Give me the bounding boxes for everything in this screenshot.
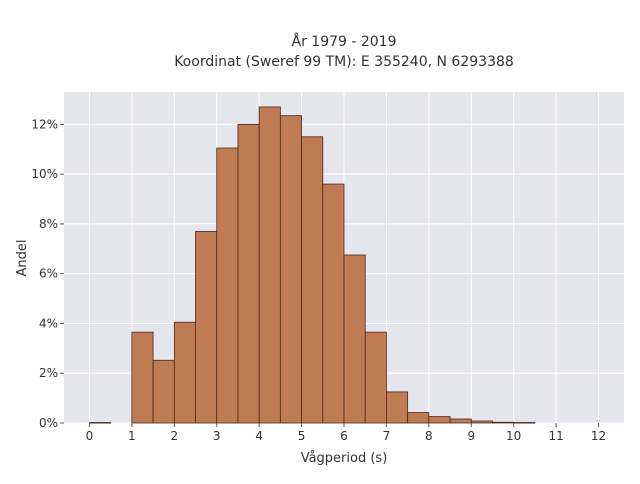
histogram-bar xyxy=(407,412,430,424)
y-tick-label: 4% xyxy=(39,316,58,330)
histogram-bar xyxy=(322,183,345,424)
histogram-bar xyxy=(131,331,154,424)
y-tick-label: 12% xyxy=(31,117,58,131)
histogram-bar xyxy=(492,421,515,424)
x-tick-label: 4 xyxy=(255,429,263,443)
y-tick-label: 8% xyxy=(39,217,58,231)
histogram-bar xyxy=(195,230,218,424)
x-tick-label: 5 xyxy=(298,429,306,443)
x-tick-label: 3 xyxy=(213,429,221,443)
histogram-bar xyxy=(301,136,324,424)
x-axis-label: Vågperiod (s) xyxy=(301,451,388,466)
histogram-bar xyxy=(152,359,175,424)
x-tick-label: 9 xyxy=(467,429,475,443)
histogram-bar xyxy=(279,115,302,424)
x-tick-label: 1 xyxy=(128,429,136,443)
histogram-bar xyxy=(343,254,366,424)
x-tick-label: 12 xyxy=(591,429,606,443)
y-tick-label: 0% xyxy=(39,416,58,430)
y-tick-label: 2% xyxy=(39,366,58,380)
histogram-bar xyxy=(216,147,239,424)
y-axis-label: Andel xyxy=(15,240,30,277)
histogram-bar xyxy=(470,420,493,424)
x-tick-label: 8 xyxy=(425,429,433,443)
histogram-bar xyxy=(449,418,472,424)
histogram-bar xyxy=(89,422,112,424)
x-tick-label: 2 xyxy=(170,429,178,443)
y-tick-label: 10% xyxy=(31,167,58,181)
y-tick-label: 6% xyxy=(39,267,58,281)
histogram-bar xyxy=(386,391,409,424)
x-tick-label: 0 xyxy=(86,429,94,443)
axis-ticks: 0 1 2 3 4 5 6 7 8 9 10 11 120%2%4%6%8%10%12% xyxy=(31,117,606,443)
x-tick-label: 11 xyxy=(548,429,563,443)
bars xyxy=(89,106,536,424)
histogram-bar xyxy=(258,106,281,424)
histogram-bar xyxy=(364,331,387,424)
chart-title-line-1: År 1979 - 2019 xyxy=(292,33,397,50)
histogram-bar xyxy=(237,123,260,424)
x-tick-label: 10 xyxy=(506,429,521,443)
histogram-bar xyxy=(513,422,536,424)
histogram-bar xyxy=(173,321,196,424)
histogram-bar xyxy=(428,416,451,424)
x-tick-label: 7 xyxy=(383,429,391,443)
x-tick-label: 6 xyxy=(340,429,348,443)
chart-title-line-2: Koordinat (Sweref 99 TM): E 355240, N 62… xyxy=(174,54,514,70)
